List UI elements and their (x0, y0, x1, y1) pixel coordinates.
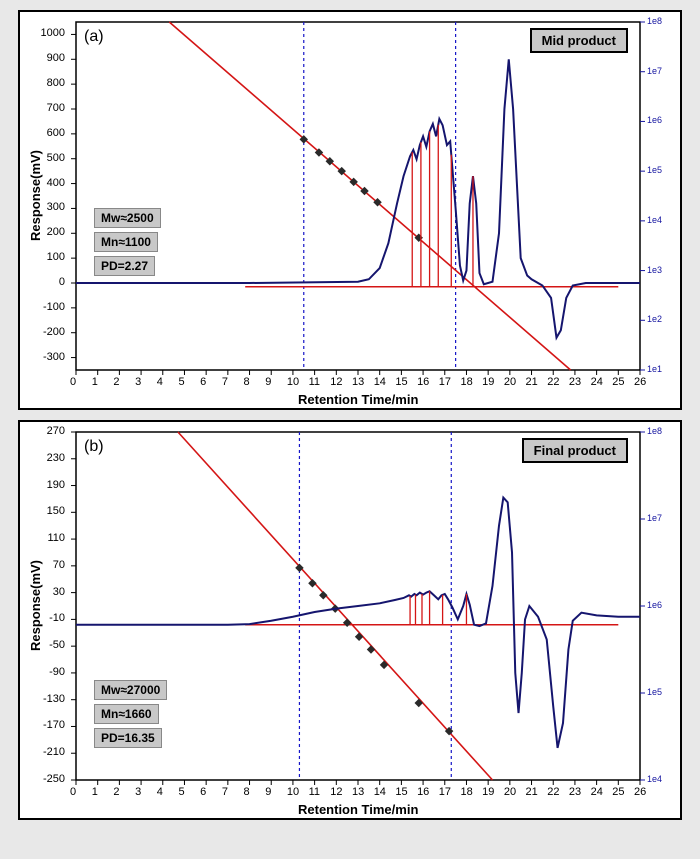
stats-box: Mn≈1660 (94, 704, 159, 724)
stats-box: Mw≈27000 (94, 680, 167, 700)
stats-box: Mw≈2500 (94, 208, 161, 228)
stats-box: Mn≈1100 (94, 232, 158, 252)
panel-tag: (a) (84, 28, 104, 46)
stats-box: PD=2.27 (94, 256, 155, 276)
x-axis-label: Retention Time/min (298, 802, 418, 817)
product-badge: Mid product (530, 28, 628, 53)
panel-tag: (b) (84, 438, 104, 456)
y-axis-label: Response(mV) (28, 560, 43, 651)
stats-box: PD=16.35 (94, 728, 162, 748)
y-axis-label: Response(mV) (28, 150, 43, 241)
chart-panel-a: 0123456789101112131415161718192021222324… (18, 10, 682, 410)
x-axis-label: Retention Time/min (298, 392, 418, 407)
chart-panel-b: 0123456789101112131415161718192021222324… (18, 420, 682, 820)
product-badge: Final product (522, 438, 628, 463)
